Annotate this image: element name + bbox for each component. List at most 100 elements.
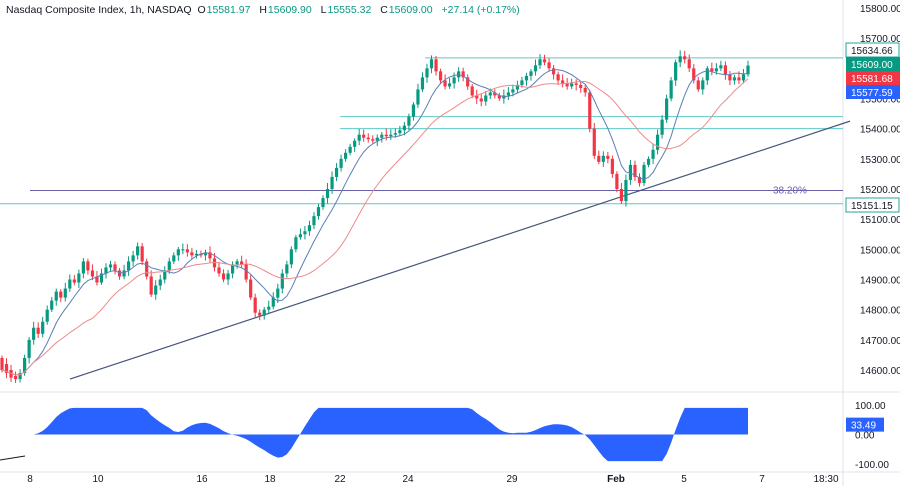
candle-body (674, 62, 678, 81)
candle-body (484, 95, 488, 102)
candle-body (54, 291, 58, 301)
slow-moving-average (1, 78, 749, 376)
candle-body (597, 155, 601, 162)
candle-body (167, 261, 171, 271)
osc-y-tick-label: 0.00 (855, 431, 875, 442)
price-tag: 15581.68 (846, 71, 900, 85)
candle-body (669, 80, 673, 99)
candle-body (181, 249, 185, 251)
candle-body (637, 176, 642, 183)
candle-body (592, 128, 596, 156)
candle-body (375, 137, 379, 141)
candle-body (72, 279, 76, 283)
candle-body (136, 246, 140, 256)
candle-body (606, 155, 610, 159)
candle-body (276, 288, 280, 298)
candle-body (366, 137, 370, 140)
candle-body (475, 95, 479, 99)
candle-body (524, 75, 529, 81)
price-tag-box (846, 57, 900, 71)
candle-body (705, 68, 709, 81)
candle-body (126, 261, 131, 271)
y-tick-label: 15300.00 (860, 155, 900, 166)
candle-body (579, 84, 583, 88)
candle-body (488, 92, 492, 96)
candle-body (86, 261, 90, 271)
candle-body (583, 87, 587, 93)
candle-body (208, 252, 212, 259)
candle-body (655, 134, 660, 150)
candle-body (547, 62, 551, 69)
candle-body (307, 225, 312, 232)
candle-body (99, 273, 104, 283)
y-tick-label: 15800.00 (860, 4, 900, 15)
candle-body (357, 134, 361, 141)
candle-body (36, 327, 40, 334)
candle-body (145, 261, 149, 277)
candle-body (561, 80, 565, 84)
candle-body (452, 77, 456, 84)
y-tick-label: 15000.00 (860, 245, 900, 256)
oscillator-signal-line (0, 455, 26, 461)
candle-body (172, 255, 176, 262)
candle-body (714, 68, 718, 72)
x-tick-label: 18 (264, 474, 276, 485)
chart-legend: Nasdaq Composite Index, 1h, NASDAQ O1558… (6, 4, 520, 16)
candle-body (497, 95, 501, 99)
candle-body (692, 68, 696, 81)
candle-body (533, 65, 538, 72)
candle-body (402, 125, 406, 131)
candle-body (271, 297, 275, 307)
osc-y-tick-label: 100.00 (855, 401, 886, 412)
candle-body (258, 312, 262, 316)
legend-open: 15581.97 (206, 4, 251, 16)
price-tag-label: 15581.68 (851, 74, 893, 85)
candle-body (185, 249, 189, 253)
candle-body (461, 71, 465, 78)
candle-body (131, 255, 135, 262)
legend-high-label: H (259, 4, 267, 16)
candle-body (420, 77, 425, 90)
candle-body (113, 264, 117, 271)
candle-body (104, 267, 108, 274)
candle-body (678, 56, 682, 63)
candle-body (158, 279, 162, 286)
candle-body (438, 71, 443, 81)
candle-body (316, 207, 321, 217)
candle-body (312, 216, 316, 226)
candle-body (230, 264, 235, 274)
price-tag-label: 15609.00 (851, 60, 893, 71)
candle-body (411, 104, 416, 117)
legend-low-label: L (320, 4, 327, 16)
candle-body (108, 264, 113, 268)
candle-body (240, 261, 244, 265)
candle-body (687, 59, 691, 69)
candle-body (362, 134, 366, 138)
candle-body (515, 84, 520, 90)
osc-y-tick-label: -100.00 (855, 460, 889, 471)
y-tick-label: 15700.00 (860, 34, 900, 45)
candle-body (59, 291, 63, 298)
candle-body (416, 89, 420, 105)
candle-body (615, 173, 619, 189)
candle-body (470, 86, 474, 96)
candle-body (429, 59, 434, 69)
trendline (69, 120, 851, 380)
candle-body (556, 74, 560, 81)
candle-body (723, 65, 727, 75)
candle-body (619, 189, 624, 202)
candle-body (81, 261, 85, 274)
candle-body (140, 246, 144, 262)
y-tick-label: 15200.00 (860, 185, 900, 196)
candle-body (371, 139, 375, 141)
candle-body (380, 134, 384, 138)
price-tag-box (846, 71, 900, 85)
candle-body (262, 309, 266, 316)
candle-body (285, 264, 289, 274)
candle-body (253, 297, 257, 313)
y-tick-label: 15100.00 (860, 215, 900, 226)
legend-change: +27.14 (+0.17%) (441, 4, 520, 16)
price-tag-label: 15577.59 (851, 88, 893, 99)
legend-high: 15609.90 (267, 4, 312, 16)
candle-body (448, 83, 452, 87)
